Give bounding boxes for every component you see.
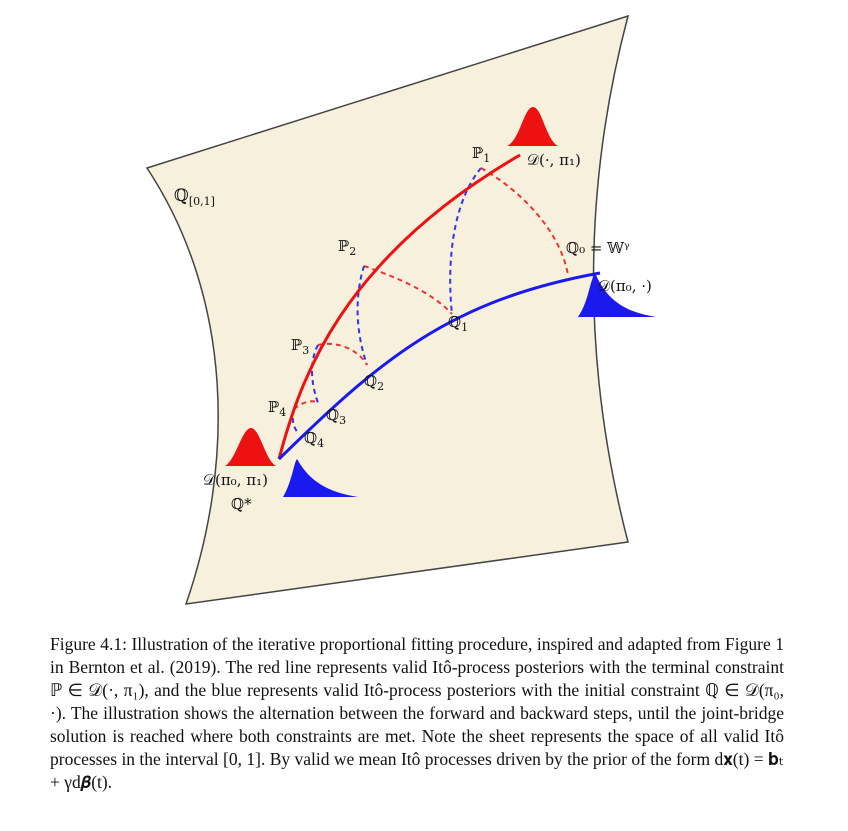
blue-curve-initial-constraint xyxy=(277,271,601,461)
blue-distribution-left xyxy=(283,459,358,497)
sheet-label: ℚ[0,1] xyxy=(174,186,215,208)
label-q2: ℚ2 xyxy=(364,372,384,393)
label-d-joint: 𝒟(π₀, π₁) xyxy=(203,471,268,489)
sheet-surface xyxy=(145,14,630,605)
label-p2: ℙ2 xyxy=(338,237,356,258)
label-q4: ℚ4 xyxy=(304,429,324,450)
label-d-terminal: 𝒟(·, π₁) xyxy=(527,151,581,169)
step-p2-q1-red xyxy=(363,265,453,315)
ipf-steps xyxy=(291,167,569,434)
step-p3-q3-blue xyxy=(311,344,319,404)
red-curve-terminal-constraint xyxy=(277,153,521,460)
blue-distribution-right xyxy=(578,275,656,317)
label-p4: ℙ4 xyxy=(268,398,286,419)
step-p2-q2-blue xyxy=(356,265,368,366)
step-p4-q3-red xyxy=(293,400,319,410)
red-distribution-top xyxy=(507,107,558,146)
label-q-star: ℚ* xyxy=(231,495,252,513)
step-p1-q0-red xyxy=(480,167,569,276)
label-p1: ℙ1 xyxy=(472,144,490,165)
red-distribution-left xyxy=(225,428,276,466)
label-p3: ℙ3 xyxy=(291,336,309,357)
label-d-initial: 𝒟(π₀, ·) xyxy=(598,277,652,295)
label-q1: ℚ1 xyxy=(448,313,468,334)
label-q3: ℚ3 xyxy=(326,406,346,427)
step-p3-q2-red xyxy=(317,342,368,366)
step-p1-q1-blue xyxy=(449,167,482,315)
label-q0: ℚ₀ = 𝕎ᵞ xyxy=(566,239,630,257)
figure-caption: Figure 4.1: Illustration of the iterativ… xyxy=(50,634,784,792)
ipf-illustration-figure: ℚ[0,1] ℙ1 ℙ2 ℙ3 ℙ4 ℚ1 ℚ2 ℚ3 ℚ4 ℚ₀ = 𝕎ᵞ 𝒟… xyxy=(145,14,656,605)
